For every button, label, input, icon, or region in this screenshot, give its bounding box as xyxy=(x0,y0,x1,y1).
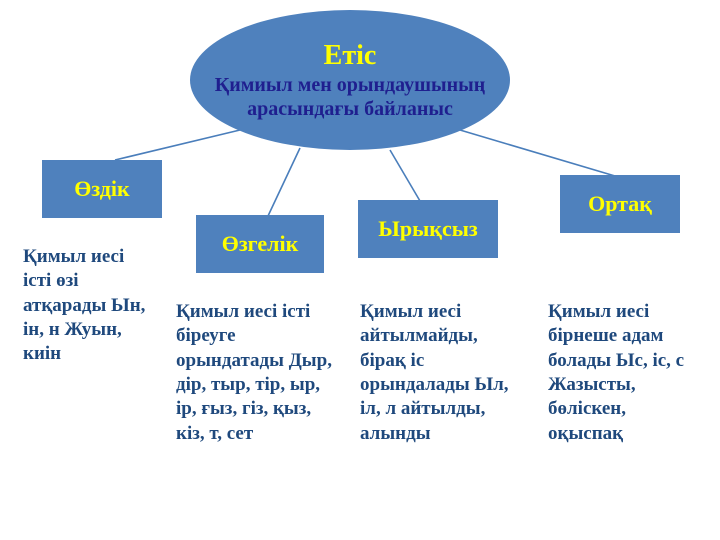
category-label: Өзгелік xyxy=(222,231,299,257)
diagram-stage: Етіс Қимиыл мен орындаушының арасындағы … xyxy=(0,0,720,540)
category-box-ozdik: Өздік xyxy=(42,160,162,218)
category-desc-ozdik: Қимыл иесі істі өзі атқарады Ын, ін, н Ж… xyxy=(23,245,153,367)
ellipse-subtitle: Қимиыл мен орындаушының арасындағы байла… xyxy=(198,73,502,121)
central-ellipse: Етіс Қимиыл мен орындаушының арасындағы … xyxy=(190,10,510,150)
category-box-ortak: Ортақ xyxy=(560,175,680,233)
category-desc-yryksyz: Қимыл иесі айтылмайды, бірақ іс орындала… xyxy=(360,300,525,446)
category-box-ozgelik: Өзгелік xyxy=(196,215,324,273)
category-desc-ozgelik: Қимыл иесі істі біреуге орындатады Дыр, … xyxy=(176,300,336,446)
category-label: Ортақ xyxy=(588,191,652,217)
category-desc-ortak: Қимыл иесі бірнеше адам болады Ыс, іс, с… xyxy=(548,300,703,446)
ellipse-title: Етіс xyxy=(324,39,377,73)
category-label: Өздік xyxy=(74,176,129,202)
category-box-yryksyz: Ырықсыз xyxy=(358,200,498,258)
category-label: Ырықсыз xyxy=(378,216,477,242)
